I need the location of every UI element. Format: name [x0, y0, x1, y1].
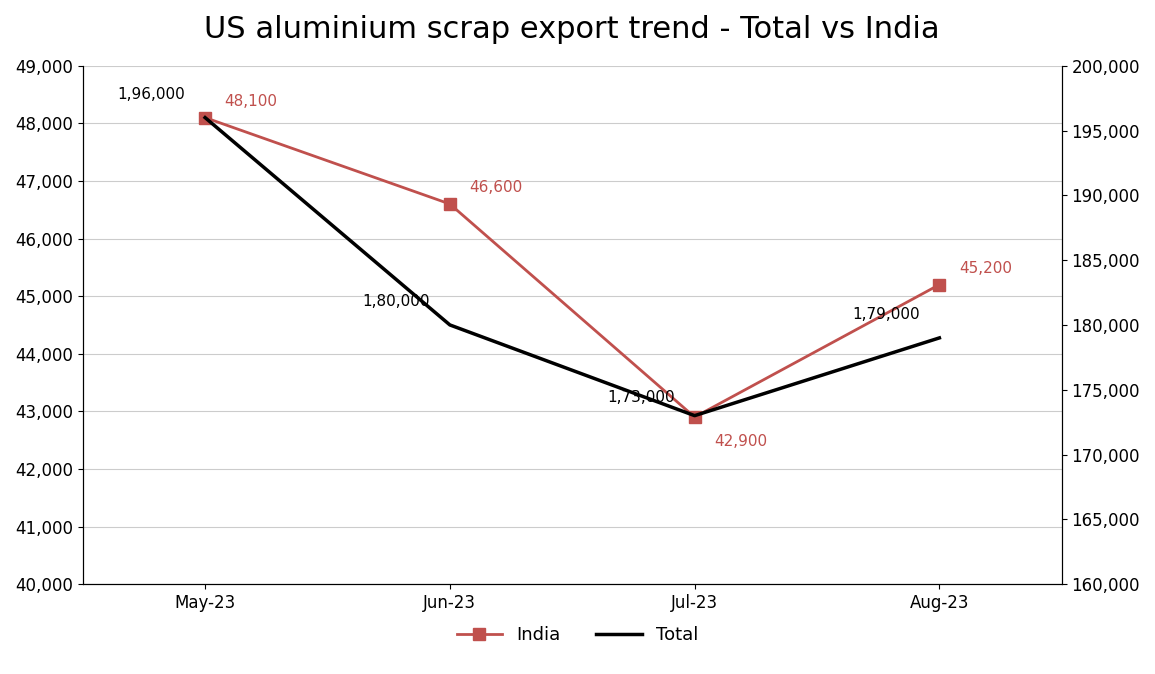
Legend: India, Total: India, Total: [449, 619, 706, 652]
Total: [442, 321, 456, 329]
Line: Total: Total: [206, 117, 939, 416]
Total: [932, 334, 946, 342]
Line: India: India: [200, 112, 945, 423]
India: [199, 113, 213, 121]
Title: US aluminium scrap export trend - Total vs India: US aluminium scrap export trend - Total …: [204, 15, 940, 44]
Text: 46,600: 46,600: [469, 181, 523, 195]
India: [687, 413, 701, 421]
Text: 42,900: 42,900: [714, 434, 767, 450]
Total: [199, 113, 213, 121]
India: [932, 280, 946, 288]
Text: 1,79,000: 1,79,000: [852, 307, 919, 322]
Text: 45,200: 45,200: [959, 261, 1012, 276]
Text: 1,80,000: 1,80,000: [363, 295, 431, 309]
Total: [687, 412, 701, 420]
Text: 1,96,000: 1,96,000: [118, 87, 186, 102]
Text: 48,100: 48,100: [225, 94, 277, 109]
Text: 1,73,000: 1,73,000: [608, 390, 675, 405]
India: [442, 200, 456, 208]
